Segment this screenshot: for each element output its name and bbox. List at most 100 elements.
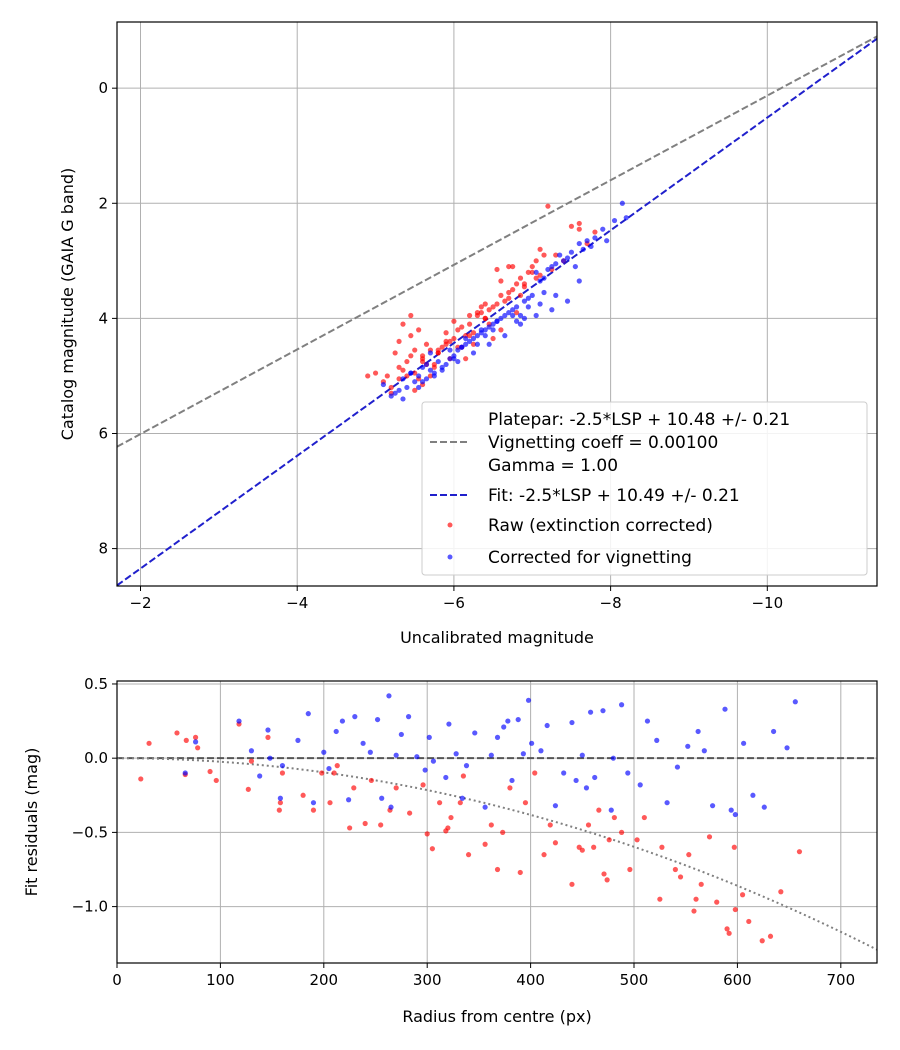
bottom-raw-point	[726, 930, 732, 936]
bottom-raw-point	[500, 829, 506, 835]
top-raw-point	[486, 307, 492, 313]
top-corrected-point	[447, 347, 453, 353]
top-raw-point	[466, 333, 473, 339]
bottom-raw-point	[541, 852, 547, 858]
top-raw-point	[384, 373, 390, 379]
bottom-corrected-point	[664, 800, 670, 806]
bottom-x-tick-label: 0	[112, 971, 122, 989]
legend-swatch-raw	[447, 522, 453, 528]
top-raw-point	[463, 356, 469, 362]
top-corrected-point	[553, 292, 559, 298]
top-points	[365, 200, 629, 402]
top-corrected-point	[549, 307, 555, 313]
bottom-corrected-point	[388, 804, 394, 810]
bottom-raw-point	[248, 758, 255, 764]
top-corrected-point	[455, 347, 461, 353]
top-x-tick-label: −8	[600, 594, 622, 612]
bottom-corrected-point	[379, 795, 385, 801]
top-corrected-point	[611, 217, 618, 224]
bottom-raw-point	[693, 896, 699, 902]
bottom-corrected-point	[494, 734, 501, 741]
top-corrected-point	[427, 350, 434, 356]
bottom-y-tick-label: 0.0	[84, 749, 108, 767]
bottom-corrected-point	[637, 782, 643, 788]
bottom-corrected-point	[505, 718, 511, 724]
top-corrected-point	[541, 289, 547, 296]
top-corrected-point	[513, 304, 520, 310]
top-y-axis-label: Catalog magnitude (GAIA G band)	[58, 168, 77, 440]
top-corrected-point	[517, 321, 524, 327]
top-raw-point	[466, 312, 473, 319]
top-x-tick-label: −10	[751, 594, 783, 612]
bottom-corrected-point	[509, 777, 515, 784]
bottom-raw-point	[634, 837, 640, 843]
bottom-corrected-point	[709, 803, 716, 809]
top-x-axis-label: Uncalibrated magnitude	[400, 628, 594, 647]
bottom-raw-point	[183, 737, 189, 743]
top-corrected-point	[427, 367, 434, 373]
legend-entry-fit: Fit: -2.5*LSP + 10.49 +/- 0.21	[488, 486, 740, 506]
bottom-corrected-point	[750, 792, 756, 798]
top-line-platepar-2-5-lsp-10-48-0-21	[116, 35, 878, 448]
bottom-raw-point	[465, 852, 472, 858]
top-raw-point	[416, 327, 422, 333]
top-corrected-point	[557, 252, 563, 258]
bottom-corrected-point	[248, 748, 255, 754]
bottom-raw-point	[552, 840, 559, 846]
bottom-corrected-point	[685, 743, 691, 749]
top-corrected-point	[549, 263, 555, 270]
top-corrected-point	[400, 396, 406, 402]
bottom-corrected-point	[610, 755, 616, 761]
bottom-ticks: 0 100 200 300 400 500 600 700 0.5 0.0 −0.5 −1.0	[72, 675, 856, 989]
bottom-corrected-point	[346, 797, 352, 803]
top-line-fit-2-5-lsp-10-49-0-21	[116, 37, 878, 587]
bottom-corrected-point	[784, 745, 790, 751]
bottom-corrected-point	[515, 716, 521, 723]
bottom-corrected-point	[732, 811, 738, 818]
top-corrected-point	[439, 367, 445, 373]
bottom-raw-point	[759, 938, 765, 944]
bottom-raw-point	[596, 807, 602, 813]
top-raw-point	[427, 373, 434, 379]
bottom-raw-point	[138, 776, 144, 782]
top-raw-point	[408, 333, 414, 339]
bottom-corrected-point	[277, 795, 283, 801]
bottom-corrected-point	[236, 718, 242, 724]
top-corrected-point	[541, 275, 547, 281]
top-raw-point	[451, 335, 457, 342]
bottom-corrected-point	[352, 714, 358, 720]
bottom-corrected-point	[453, 751, 459, 757]
bottom-corrected-point	[443, 774, 449, 781]
top-y-tick-label: 4	[98, 309, 108, 327]
top-corrected-point	[419, 379, 426, 385]
top-raw-point	[533, 275, 539, 281]
bottom-raw-point	[146, 740, 152, 746]
bottom-raw-point	[245, 786, 251, 792]
top-raw-point	[506, 295, 512, 301]
bottom-corrected-point	[367, 749, 373, 755]
top-raw-point	[490, 304, 496, 310]
top-corrected-point	[564, 298, 571, 304]
bottom-x-tick-label: 200	[309, 971, 338, 989]
top-raw-point	[470, 341, 477, 347]
top-raw-point	[545, 203, 551, 209]
top-corrected-point	[431, 373, 437, 379]
top-raw-point	[529, 269, 535, 275]
top-raw-point	[466, 321, 473, 327]
bottom-raw-point	[362, 820, 368, 827]
bottom-raw-point	[334, 763, 340, 769]
top-raw-point	[372, 370, 379, 376]
top-corrected-point	[482, 327, 488, 333]
top-corrected-point	[447, 356, 453, 362]
bottom-corrected-point	[488, 752, 494, 758]
bottom-raw-point	[174, 730, 180, 736]
top-corrected-point	[572, 263, 578, 270]
legend-entry-corrected: Corrected for vignetting	[488, 548, 692, 568]
bottom-raw-point	[767, 933, 774, 939]
top-raw-point	[592, 229, 598, 235]
bottom-corrected-point	[569, 719, 575, 726]
top-corrected-point	[490, 327, 496, 333]
top-raw-point	[498, 278, 504, 284]
bottom-corrected-point	[414, 754, 420, 760]
